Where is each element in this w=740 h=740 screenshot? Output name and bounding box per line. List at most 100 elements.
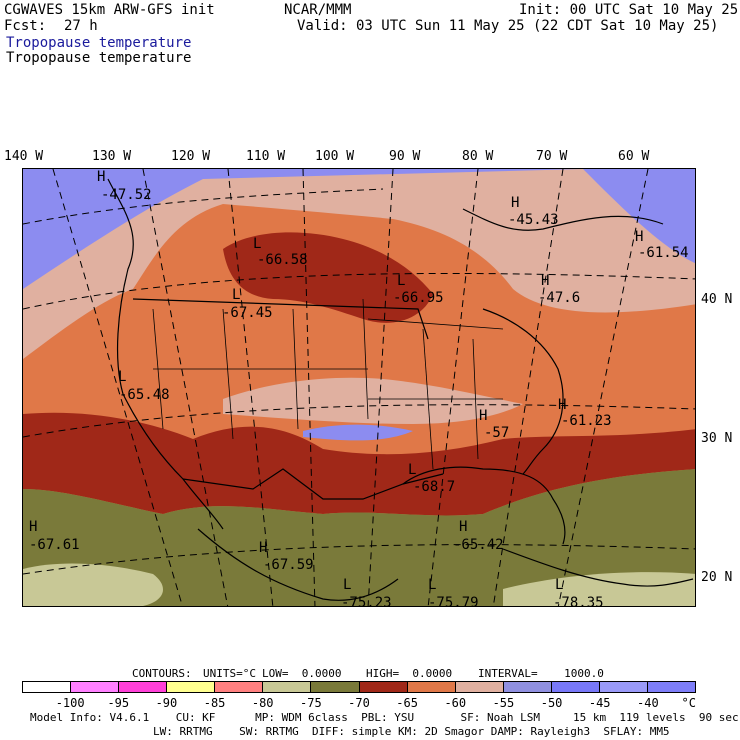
colorbar-segment	[648, 682, 696, 692]
field-title-blue: Tropopause temperature	[6, 35, 192, 51]
field-darkred-north	[223, 232, 433, 323]
colorbar-segment	[503, 682, 552, 692]
extremum-value: -45.43	[508, 212, 559, 228]
lon-label: 70 W	[536, 149, 568, 164]
extremum-type: L	[343, 577, 351, 593]
extremum-type: H	[459, 519, 467, 535]
lon-label: 130 W	[92, 149, 132, 164]
cuba-coast	[502, 548, 694, 587]
extremum-value: -66.58	[257, 252, 308, 268]
extremum-value: -65.42	[453, 537, 504, 553]
state-borders	[152, 298, 504, 470]
valid-time: Valid: 03 UTC Sun 11 May 25 (22 CDT Sat …	[297, 18, 719, 34]
colorbar-segment	[599, 682, 649, 692]
extremum-type: L	[397, 273, 405, 289]
map-svg: H -47.52 H -45.43 H -61.54 L -66.58 L -6…	[23, 169, 695, 607]
canada-coast	[462, 208, 664, 231]
extremum-type: H	[541, 273, 549, 289]
lon-line	[227, 169, 274, 606]
state-border	[422, 328, 434, 470]
lat-line	[23, 404, 695, 438]
extremum-value: -57	[484, 425, 509, 441]
footer-physics-info: LW: RRTMG SW: RRTMG DIFF: simple KM: 2D …	[153, 725, 670, 738]
colorbar-tick-label: -70	[348, 696, 370, 710]
state-border	[362, 298, 369, 420]
colorbar-tick-label: -65	[396, 696, 418, 710]
colorbar-segment	[407, 682, 456, 692]
org-label: NCAR/MMM	[284, 2, 352, 18]
extremum-type: H	[511, 195, 519, 211]
colorbar-segment	[167, 682, 216, 692]
extremum-value: -78.35	[553, 595, 604, 607]
lon-label: 100 W	[315, 149, 355, 164]
extremum-value: -75.23	[341, 595, 392, 607]
graticule	[23, 169, 695, 606]
lon-line	[367, 169, 394, 606]
extremum-type: H	[479, 408, 487, 424]
lon-line	[302, 169, 316, 606]
lat-label: 30 N	[701, 431, 733, 446]
colorbar-tick-label: -95	[107, 696, 130, 710]
extremum-value: -61.54	[638, 245, 689, 261]
contours-label: CONTOURS:	[132, 667, 192, 680]
extremum-value: -47.6	[538, 290, 580, 306]
extremum-type: H	[635, 229, 643, 245]
extremum-type: L	[232, 287, 240, 303]
colorbar	[22, 681, 696, 693]
colorbar-tick-label: -85	[203, 696, 226, 710]
colorbar-segment	[311, 682, 360, 692]
colorbar-tick-label: -75	[300, 696, 322, 710]
field-tan-east	[503, 572, 695, 606]
field-olive	[23, 469, 695, 606]
colorbar-segment	[455, 682, 504, 692]
colorbar-segment	[119, 682, 168, 692]
lon-line	[492, 169, 564, 606]
extremum-type: H	[558, 397, 566, 413]
colorbar-tick-label: -60	[444, 696, 467, 710]
units-label: UNITS=°C	[203, 667, 256, 680]
extremum-value: -65.48	[119, 387, 170, 403]
coastlines	[107, 178, 694, 601]
lon-label: 120 W	[171, 149, 211, 164]
footer-model-info: Model Info: V4.6.1 CU: KF MP: WDM 6class…	[30, 711, 739, 724]
border-north	[132, 298, 429, 340]
map-panel: H -47.52 H -45.43 H -61.54 L -66.58 L -6…	[22, 168, 696, 607]
colorbar-tick-label: -55	[492, 696, 515, 710]
colorbar-segment	[23, 682, 72, 692]
west-coast	[107, 178, 224, 530]
colorbar-segment	[71, 682, 120, 692]
low-label: LOW= 0.0000	[262, 667, 342, 680]
lat-label: 20 N	[701, 570, 733, 585]
high-label: HIGH= 0.0000	[366, 667, 453, 680]
lon-line	[427, 169, 479, 606]
extremum-value: -66.95	[393, 290, 444, 306]
lon-line	[52, 169, 183, 606]
east-coast	[482, 308, 564, 475]
extremum-type: L	[118, 369, 126, 385]
colorbar-segment	[359, 682, 408, 692]
field-tan-west	[23, 563, 163, 606]
extremum-type: H	[259, 540, 267, 556]
colorbar-tick-label: -40	[637, 696, 659, 710]
init-time: Init: 00 UTC Sat 10 May 25	[519, 2, 739, 18]
extremum-value: -68.7	[413, 479, 455, 495]
lon-label: 110 W	[246, 149, 286, 164]
lon-label: 60 W	[618, 149, 650, 164]
lon-label: 90 W	[389, 149, 421, 164]
lon-label: 140 W	[4, 149, 44, 164]
extremum-type: L	[408, 462, 416, 478]
lat-line	[23, 188, 384, 225]
lat-line	[23, 544, 695, 575]
extremum-value: -75.79	[428, 595, 479, 607]
colorbar-segment	[551, 682, 600, 692]
lon-line	[142, 169, 229, 606]
colorbar-tick-label: -100	[55, 696, 85, 710]
extrema-labels: H -47.52 H -45.43 H -61.54 L -66.58 L -6…	[29, 169, 689, 607]
colorbar-tick-label: °C	[681, 696, 696, 710]
model-title: CGWAVES 15km ARW-GFS init	[4, 2, 215, 18]
extremum-value: -47.52	[101, 187, 152, 203]
extremum-type: L	[253, 236, 261, 252]
lat-line	[23, 272, 695, 310]
fcst-value: 27 h	[64, 18, 98, 34]
interval-label: INTERVAL= 1000.0	[478, 667, 604, 680]
